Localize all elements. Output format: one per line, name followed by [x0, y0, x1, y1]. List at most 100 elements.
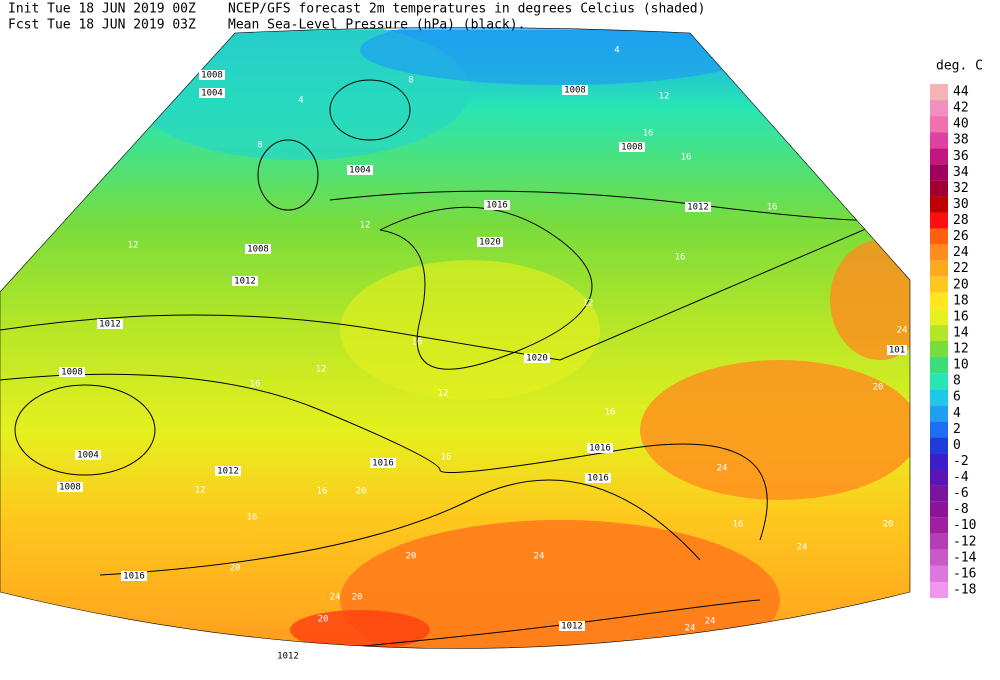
isobar-label-bg	[477, 237, 503, 247]
legend-swatch	[930, 565, 948, 582]
legend-label: 2	[953, 422, 961, 437]
legend-swatch	[930, 517, 948, 534]
legend-label: -14	[953, 550, 977, 565]
legend-label: 18	[953, 293, 969, 308]
isobar-label: 1004	[77, 451, 99, 461]
isobar-label: 1020	[479, 238, 501, 248]
isobar-label: 1016	[589, 444, 611, 454]
legend-label: 42	[953, 101, 969, 116]
isobar-label-bg	[121, 571, 147, 581]
legend-label: -12	[953, 534, 976, 549]
legend-label: 36	[953, 149, 969, 164]
legend-label: -6	[953, 486, 969, 501]
legend-label: -10	[953, 518, 976, 533]
temperature-label: 12	[360, 221, 371, 231]
isobar-label: 1016	[123, 572, 145, 582]
legend-swatch	[930, 437, 948, 454]
legend-swatch	[930, 244, 948, 261]
temperature-label: 16	[412, 338, 423, 348]
isobar-label-bg	[215, 466, 241, 476]
title-line: Mean Sea-Level Pressure (hPa) (black).	[228, 18, 525, 33]
legend-swatch	[930, 405, 948, 422]
isobar-label: 1004	[349, 166, 371, 176]
isobar-label-bg	[685, 202, 711, 212]
isobar-label-bg	[484, 200, 510, 210]
legend-swatch	[930, 212, 948, 229]
legend-swatch	[930, 581, 948, 599]
isobar-label-bg	[587, 443, 613, 453]
isobar-label: 1012	[99, 320, 121, 330]
isobar-label: 1016	[372, 459, 394, 469]
isobar-label: 1008	[201, 71, 223, 81]
legend-label: 30	[953, 197, 969, 212]
cool-region	[360, 27, 760, 85]
isobar-label: 1008	[564, 86, 586, 96]
legend: 4442403836343230282624222018161412108642…	[930, 83, 977, 599]
temperature-label: 8	[257, 141, 262, 151]
legend-label: 34	[953, 165, 969, 180]
isobar-label-bg	[232, 276, 258, 286]
legend-label: 0	[953, 438, 961, 453]
temperature-label: 20	[873, 383, 884, 393]
temperature-label: 12	[583, 299, 594, 309]
isobar-label: 1012	[561, 622, 583, 632]
map-labels: 1008 1004 1008 1008 1004 1012 1016 1020 1008 1012…	[57, 46, 907, 662]
legend-swatch	[930, 341, 948, 358]
legend-swatch	[930, 228, 948, 245]
legend-swatch	[930, 196, 948, 213]
isobar-label-bg	[585, 473, 611, 483]
legend-swatch	[930, 132, 948, 149]
title-line: NCEP/GFS forecast 2m temperatures in deg…	[228, 2, 705, 17]
legend-label: 26	[953, 229, 969, 244]
legend-swatch	[930, 83, 948, 101]
isobar-label-bg	[59, 367, 85, 377]
legend-label: 4	[953, 406, 961, 421]
temperature-label: 20	[352, 593, 363, 603]
warm-region	[830, 240, 910, 360]
temperature-label: 24	[330, 593, 341, 603]
temperature-label: 24	[717, 464, 728, 474]
legend-swatch	[930, 453, 948, 470]
legend-label: 16	[953, 309, 969, 324]
legend-swatch	[930, 373, 948, 390]
temperature-label: 24	[797, 543, 808, 553]
isobar-label: 1008	[247, 245, 269, 255]
legend-label: 14	[953, 325, 969, 340]
isobar-label: 1004	[201, 89, 223, 99]
warm-region	[340, 520, 780, 649]
init-time: Init Tue 18 JUN 2019 00Z	[8, 2, 196, 17]
isobar-label: 1008	[621, 143, 643, 153]
legend-title: deg. C	[936, 59, 983, 74]
legend-label: -4	[953, 470, 969, 485]
legend-swatch	[930, 180, 948, 197]
isobar-label-bg	[524, 353, 550, 363]
temperature-label: 8	[408, 76, 413, 86]
legend-label: 28	[953, 213, 969, 228]
isobar-label: 1008	[59, 483, 81, 493]
legend-label: -2	[953, 454, 969, 469]
forecast-time: Fcst Tue 18 JUN 2019 03Z	[8, 18, 196, 33]
temperature-label: 20	[883, 520, 894, 530]
temperature-label: 12	[438, 389, 449, 399]
legend-label: 20	[953, 277, 969, 292]
temperature-label: 12	[659, 92, 670, 102]
legend-label: 32	[953, 181, 969, 196]
isobar-label: 1016	[587, 474, 609, 484]
temperature-label: 20	[356, 487, 367, 497]
temperature-label: 16	[441, 453, 452, 463]
temperature-label: 20	[230, 564, 241, 574]
legend-swatch	[930, 148, 948, 165]
isobar-label-bg	[370, 458, 396, 468]
temperature-label: 16	[317, 487, 328, 497]
legend-swatch	[930, 292, 948, 309]
temperature-label: 4	[298, 96, 303, 106]
legend-label: 12	[953, 342, 969, 357]
map-border	[0, 27, 911, 649]
legend-label: 10	[953, 358, 969, 373]
legend-label: 22	[953, 261, 969, 276]
isobar-label-bg	[619, 142, 645, 152]
isobar-label: 1008	[61, 368, 83, 378]
isobar-label-bg	[559, 621, 585, 631]
legend-swatch	[930, 469, 948, 486]
